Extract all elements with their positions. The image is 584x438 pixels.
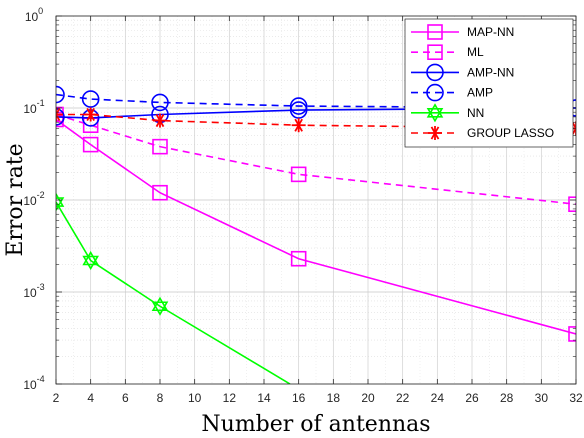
y-tick-exponent: -3 [37,282,45,292]
y-axis-title: Error rate [3,143,28,256]
legend-item: MAP-NN [411,24,514,40]
data-point [82,250,99,271]
legend-label: GROUP LASSO [467,126,554,140]
data-point [290,166,307,183]
legend: MAP-NN ML AMP-NN AMP NN GROUP LASSO [404,18,574,148]
y-tick-base: 10 [23,194,37,208]
data-point [153,113,167,128]
legend-marker [426,103,444,123]
legend-marker [427,44,443,61]
data-point [56,85,65,104]
data-point [291,118,306,133]
data-point [151,296,169,316]
data-point [568,196,576,213]
y-tick-base: 10 [23,102,37,116]
x-tick-label: 28 [500,391,514,405]
series-line [56,118,576,335]
legend-label: AMP [467,86,493,100]
data-point [152,138,168,155]
y-tick-exponent: 0 [38,6,43,16]
axis-ticks [55,15,577,385]
series-clip-group [56,85,576,384]
legend-item: GROUP LASSO [411,126,554,140]
x-tick-label: 20 [361,391,375,405]
x-tick-label: 10 [188,391,202,405]
y-tick-label: 10-2 [23,190,44,208]
hexagram-triangle-down [426,108,444,123]
data-point [82,136,99,153]
legend-item: NN [411,103,484,123]
legend-label: MAP-NN [467,25,514,39]
x-tick-label: 4 [87,391,94,405]
y-tick-label: 100 [25,6,43,24]
series-line [56,113,576,206]
legend-marker [427,24,443,40]
legend-marker [426,83,444,102]
y-tick-label: 10-4 [23,374,44,392]
x-tick-label: 30 [535,391,549,405]
x-axis-title: Number of antennas [201,412,430,437]
legend-marker [426,63,444,82]
y-tick-label: 10-1 [23,98,44,116]
data-point [568,326,576,342]
legend-item: AMP [411,83,493,102]
asterisk-stroke [571,126,576,135]
y-tick-label: 10-3 [23,282,44,300]
data-series [56,85,576,384]
hexagram-triangle-down [151,301,169,316]
hexagram-triangle-up [82,250,99,266]
x-tick-label: 24 [431,391,445,405]
y-tick-exponent: -1 [37,98,45,108]
series-line [56,201,291,384]
hexagram-triangle-down [82,255,99,271]
legend-label: AMP-NN [467,65,514,79]
data-point [83,107,98,122]
y-tick-exponent: -2 [37,190,45,200]
x-tick-label: 26 [465,391,479,405]
hexagram-triangle-up [151,296,169,312]
data-point [81,90,100,108]
legend-box [404,18,574,148]
legend-label: NN [467,106,484,120]
asterisk-stroke [56,112,61,122]
x-tick-label: 8 [157,391,164,405]
x-tick-label: 16 [292,391,306,405]
x-tick-label: 18 [327,391,341,405]
y-tick-base: 10 [25,10,39,24]
data-point [289,101,308,119]
x-tick-label: 6 [122,391,129,405]
x-tick-label: 2 [53,391,60,405]
data-point [290,250,307,267]
x-tick-label: 12 [223,391,237,405]
x-tick-label: 14 [257,391,271,405]
y-tick-exponent: -4 [37,374,45,384]
legend-marker [428,126,442,140]
y-tick-base: 10 [23,286,37,300]
data-point [289,97,308,115]
legend-label: ML [467,45,484,59]
data-point [56,107,63,122]
data-point [56,108,65,126]
asterisk-stroke [571,121,576,131]
legend-item: AMP-NN [411,63,514,82]
asterisk-stroke [56,107,61,117]
data-point [152,184,168,201]
hexagram-triangle-up [426,103,444,118]
data-point [151,93,169,112]
y-tick-base: 10 [23,378,37,392]
x-tick-labels: 2 4 6 8 10 12 14 16 18 20 22 24 26 28 30 32 [53,391,583,405]
legend-item: ML [411,44,484,61]
x-tick-label: 22 [396,391,410,405]
hexagram-triangle-down [56,197,65,212]
x-tick-label: 32 [569,391,583,405]
